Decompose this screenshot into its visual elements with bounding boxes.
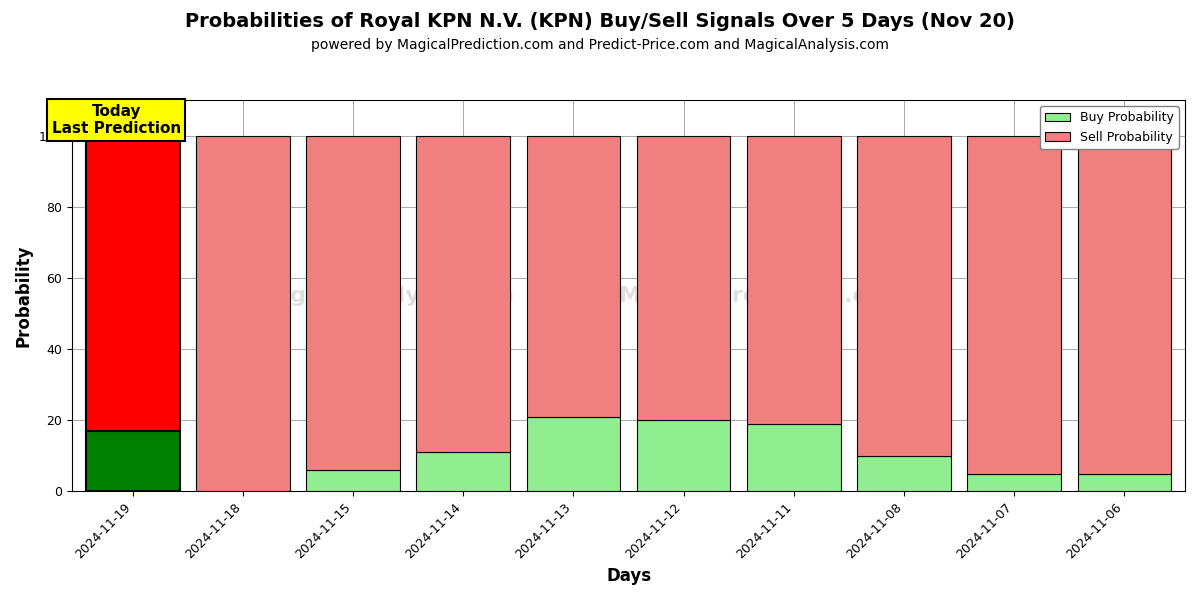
Text: MagicalPrediction.com: MagicalPrediction.com [619, 286, 905, 305]
Bar [967, 473, 1061, 491]
Bar [86, 136, 180, 431]
Bar [1078, 136, 1171, 473]
Y-axis label: Probability: Probability [16, 244, 34, 347]
Bar [306, 136, 400, 470]
Text: Probabilities of Royal KPN N.V. (KPN) Buy/Sell Signals Over 5 Days (Nov 20): Probabilities of Royal KPN N.V. (KPN) Bu… [185, 12, 1015, 31]
Bar [1078, 473, 1171, 491]
Bar [857, 456, 950, 491]
Text: powered by MagicalPrediction.com and Predict-Price.com and MagicalAnalysis.com: powered by MagicalPrediction.com and Pre… [311, 38, 889, 52]
Bar [857, 136, 950, 456]
Bar [306, 470, 400, 491]
Bar [416, 452, 510, 491]
Legend: Buy Probability, Sell Probability: Buy Probability, Sell Probability [1040, 106, 1178, 149]
Bar [637, 136, 731, 420]
X-axis label: Days: Days [606, 567, 652, 585]
Bar [527, 416, 620, 491]
Bar [196, 136, 289, 491]
Bar [748, 136, 841, 424]
Bar [967, 136, 1061, 473]
Text: MagicalAnalysis.com: MagicalAnalysis.com [253, 286, 515, 305]
Bar [86, 431, 180, 491]
Bar [637, 420, 731, 491]
Bar [527, 136, 620, 416]
Bar [748, 424, 841, 491]
Text: Today
Last Prediction: Today Last Prediction [52, 104, 181, 136]
Bar [416, 136, 510, 452]
